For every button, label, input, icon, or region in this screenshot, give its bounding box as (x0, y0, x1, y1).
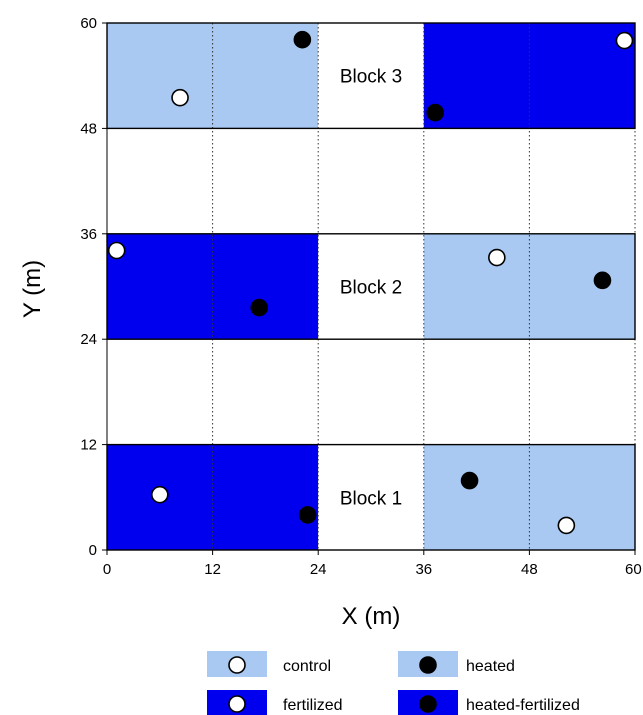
x-tick-label: 24 (310, 561, 327, 578)
legend-item-fertilized: fertilized (207, 690, 343, 715)
block-label: Block 3 (340, 67, 402, 88)
x-tick-label: 36 (415, 561, 432, 578)
block-label: Block 2 (340, 278, 402, 299)
open-point-4 (557, 516, 576, 535)
y-tick-label: 60 (80, 15, 97, 32)
x-tick-label: 60 (625, 561, 642, 578)
open-point-1 (151, 485, 169, 504)
open-point-7 (488, 248, 506, 267)
x-tick-label: 12 (204, 561, 221, 578)
block-2-plot-2 (318, 233, 424, 340)
block-3-plot-2 (318, 23, 424, 129)
legend: control heated fertilized heated-fertilized (207, 651, 580, 715)
filled-point-11 (426, 103, 445, 122)
y-tick-label: 48 (80, 120, 97, 137)
legend-label: fertilized (283, 697, 343, 714)
y-tick-label: 12 (80, 437, 97, 454)
legend-marker (228, 656, 246, 674)
open-point-5 (107, 241, 126, 260)
plot-area: Block 1 Block 2 Block 3 (106, 22, 636, 551)
filled-point-8 (593, 271, 612, 290)
legend-label: heated (466, 658, 515, 675)
legend-marker (228, 695, 246, 713)
legend-label: control (283, 658, 331, 675)
filled-point-10 (293, 30, 312, 49)
axes: X (m) Y (m) 0 12 24 36 48 60 0 12 24 36 48 60 (19, 15, 642, 630)
block-label: Block 1 (340, 488, 402, 509)
y-tick-label: 24 (80, 331, 97, 348)
filled-point-2 (298, 506, 317, 524)
x-axis-title: X (m) (342, 603, 401, 630)
legend-marker (419, 656, 437, 674)
x-tick-label: 48 (521, 561, 538, 578)
y-axis-title: Y (m) (19, 260, 46, 318)
legend-label: heated-fertilized (466, 697, 580, 714)
filled-point-3 (460, 471, 479, 490)
y-tick-label: 36 (80, 226, 97, 243)
legend-item-control: control (207, 651, 331, 677)
x-tick-label: 0 (103, 561, 111, 578)
filled-point-6 (250, 298, 269, 317)
legend-marker (419, 695, 437, 713)
open-point-9 (171, 88, 189, 107)
open-point-12 (615, 31, 634, 50)
y-tick-label: 0 (89, 542, 97, 559)
legend-item-heated-fertilized: heated-fertilized (398, 690, 580, 715)
legend-item-heated: heated (398, 651, 515, 677)
block-1-plot-2 (318, 444, 424, 550)
